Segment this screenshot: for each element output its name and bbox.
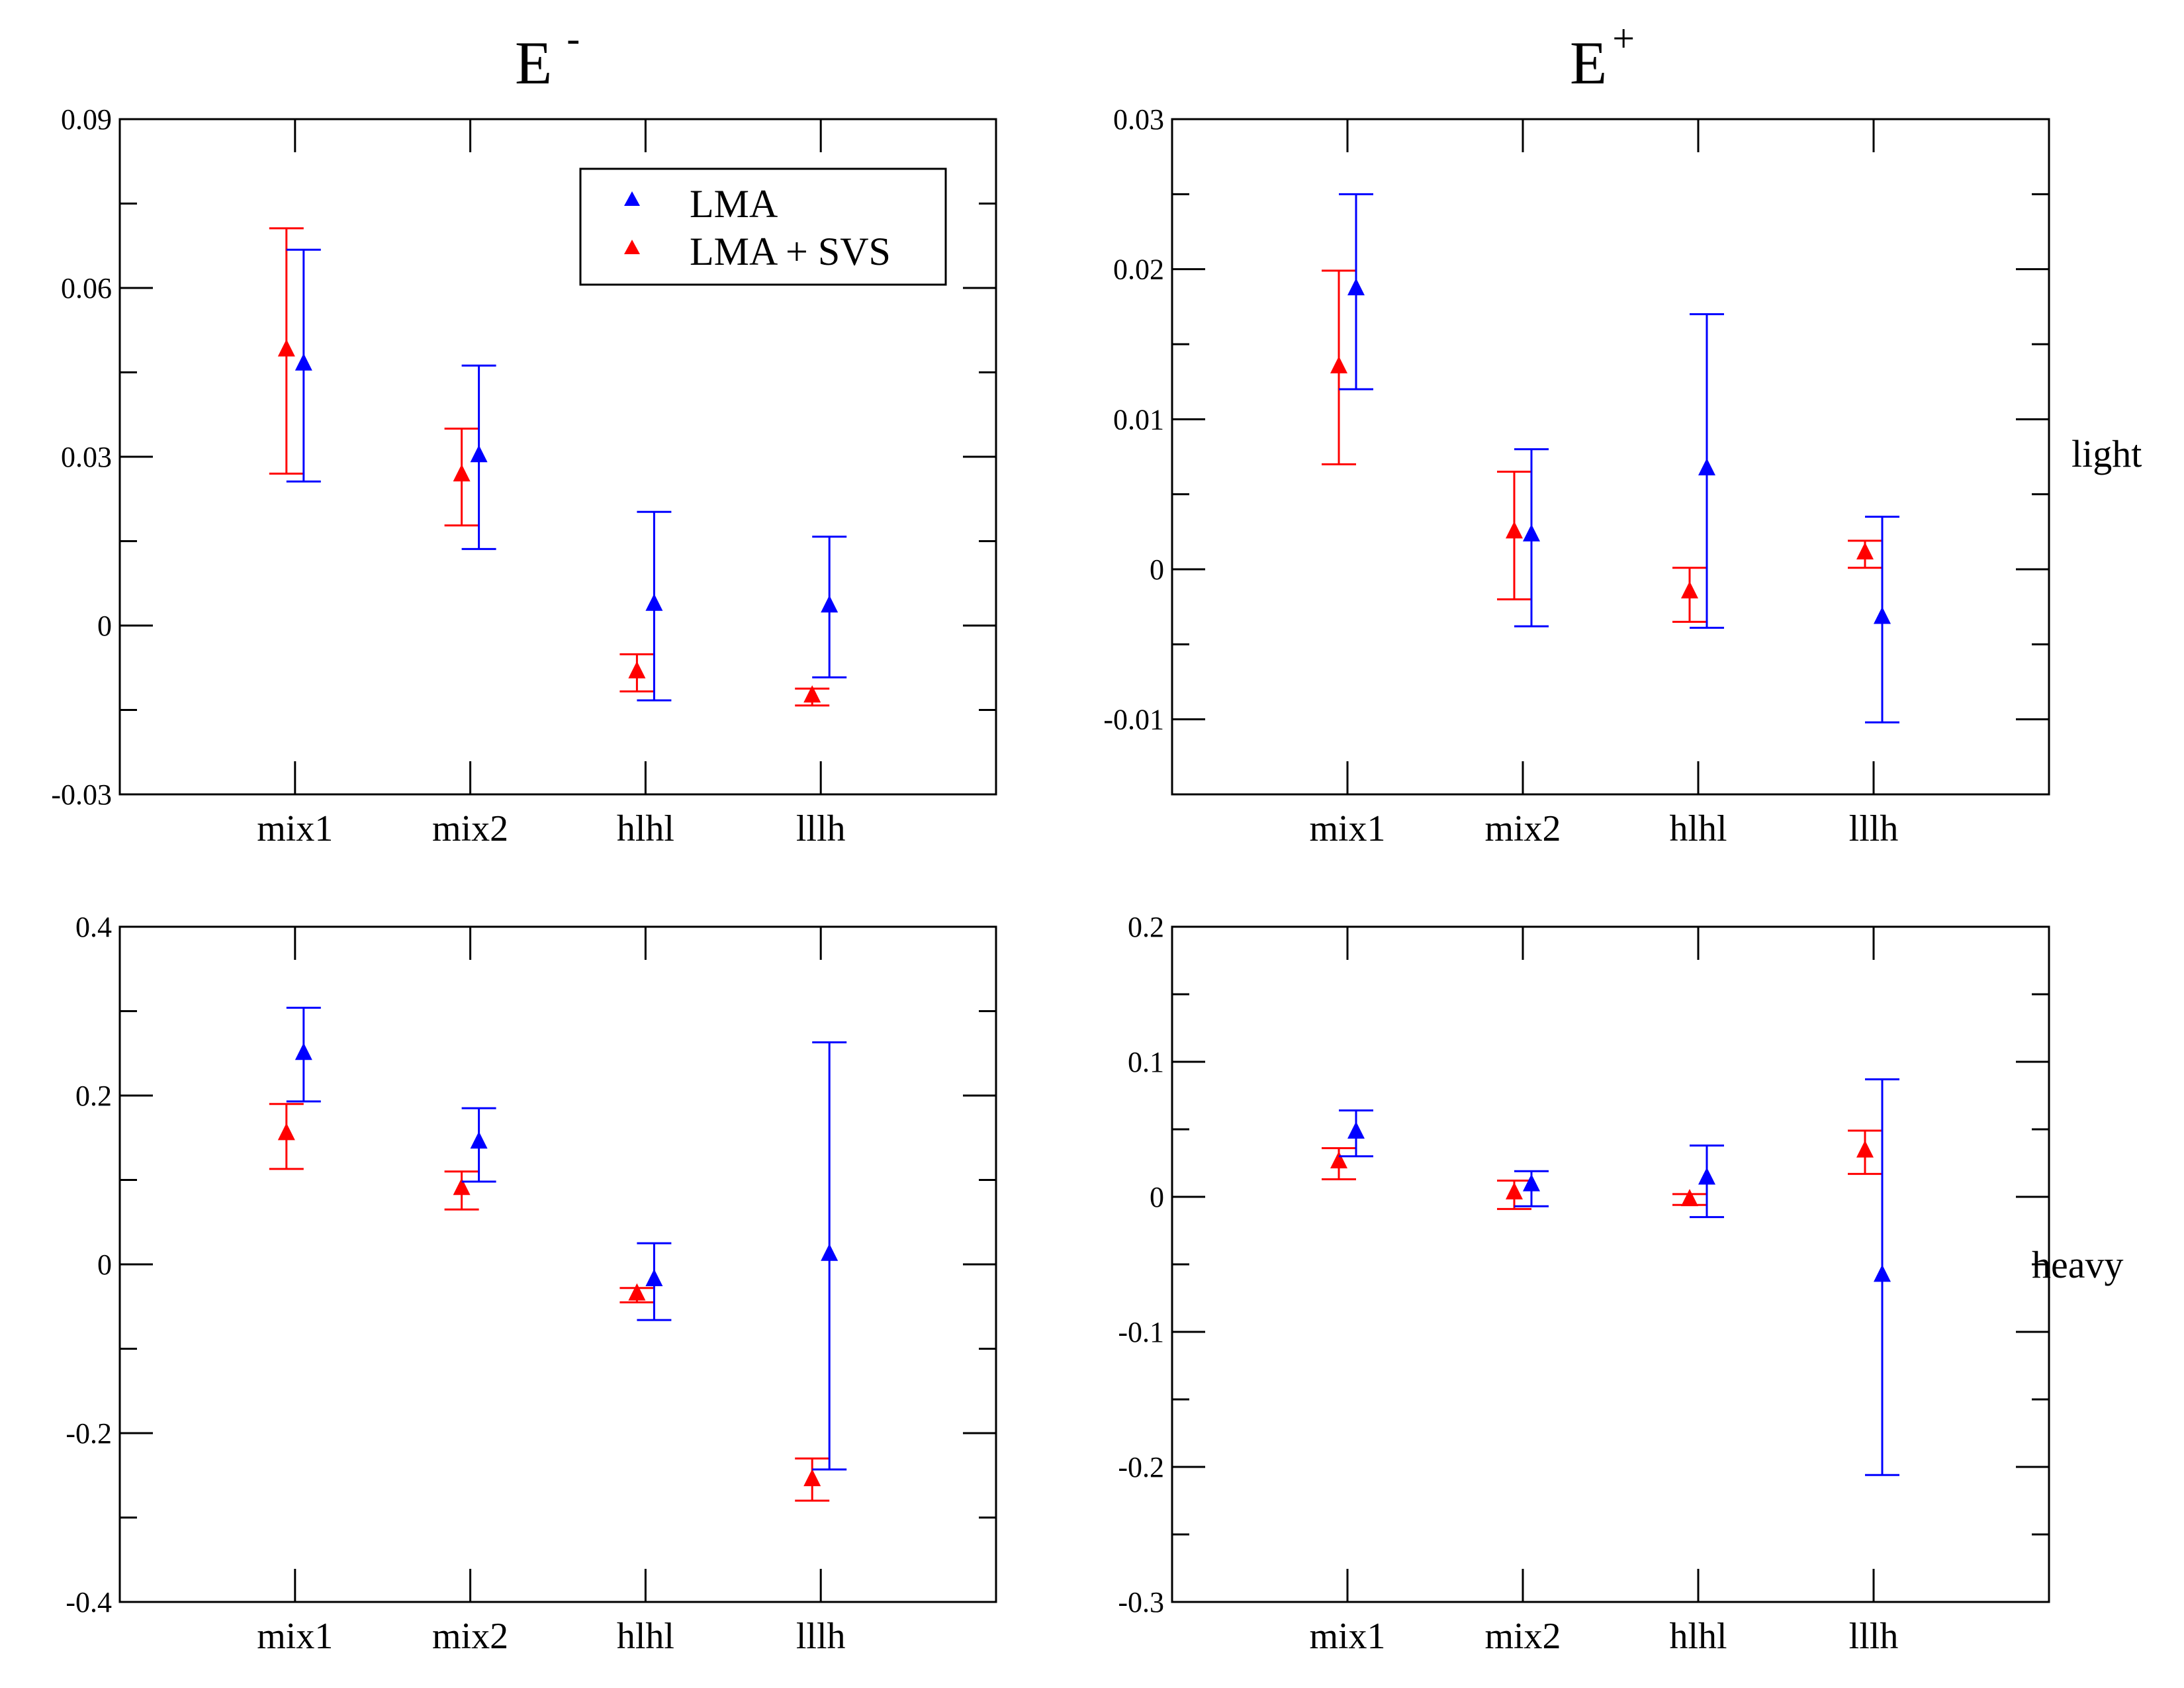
data-point-lma-svs-hlhl [1681,1189,1698,1207]
y-tick-label: 0.2 [1128,911,1164,943]
row-label-light: light [2071,432,2142,475]
legend-label-lma: LMA [690,182,778,226]
data-point-lma-svs-hlhl [1681,581,1698,598]
x-tick-label-mix1: mix1 [1309,1616,1385,1657]
data-point-lma-mix1 [1347,1121,1365,1139]
y-tick-label: -0.1 [1118,1316,1164,1348]
y-tick-label: -0.2 [1118,1451,1164,1483]
data-point-lma-mix2 [1523,524,1540,541]
data-point-lma-svs-lllh [1856,1140,1874,1158]
legend-box [579,167,947,286]
data-point-lma-svs-mix2 [453,1178,471,1196]
x-tick-label-lllh: lllh [1849,1616,1899,1657]
x-tick-label-hlhl: hlhl [1669,1616,1727,1657]
y-tick-label: -0.2 [66,1417,112,1450]
data-point-lma-mix1 [1347,278,1365,296]
y-tick-label: -0.03 [51,778,112,811]
panel-e-minus-light: -0.03 0 0.03 0.06 0.09 mix1 mix2 hlhl lllh [51,103,997,849]
x-tick-label-hlhl: hlhl [617,808,674,849]
data-point-lma-lllh [1874,606,1891,624]
data-point-lma-mix1 [295,1043,312,1060]
x-tick-label-hlhl: hlhl [617,1616,674,1657]
data-point-lma-mix2 [470,1131,488,1149]
data-point-lma-hlhl [645,1268,663,1286]
data-point-lma-hlhl [645,593,663,611]
panel-e-minus-heavy: -0.4 -0.2 0 0.2 0.4 mix1 mix2 hlhl lllh [66,911,997,1657]
data-point-lma-svs-mix1 [1330,1150,1347,1168]
data-point-lma-svs-mix2 [1506,1182,1523,1199]
y-tick-label: 0.03 [1113,103,1164,136]
data-point-lma-mix2 [470,445,488,463]
y-tick-label: 0 [1150,553,1164,586]
data-point-lma-svs-hlhl [628,661,646,679]
legend: LMA LMA + SVS [579,167,947,286]
x-tick-label-lllh: lllh [796,808,846,849]
y-tick-label: 0 [1150,1181,1164,1213]
plot-frame [1171,118,2050,796]
data-point-lma-svs-mix1 [277,339,295,357]
column-title-e-plus: E + [1570,17,1635,97]
plot-frame [1171,925,2050,1603]
x-tick-label-mix1: mix1 [257,808,333,849]
legend-marker-lma-svs [624,240,640,254]
y-tick-label: 0.06 [61,272,112,305]
data-point-lma-svs-lllh [803,685,821,703]
legend-marker-lma [624,191,640,206]
y-tick-label: -0.4 [66,1586,112,1618]
y-tick-label: 0 [97,1248,112,1281]
y-tick-label: 0 [97,610,112,642]
legend-label-lma-svs: LMA + SVS [690,230,891,273]
data-point-lma-lllh [1874,1264,1891,1282]
panel-e-plus-heavy: -0.3 -0.2 -0.1 0 0.1 0.2 mix1 mix2 hlhl lllh [1118,911,2050,1657]
x-tick-label-mix1: mix1 [257,1616,333,1657]
y-tick-label: -0.01 [1103,704,1164,736]
y-tick-label: 0.2 [75,1080,112,1112]
y-tick-label: 0.01 [1113,403,1164,436]
y-tick-label: 0.09 [61,103,112,136]
data-point-lma-mix2 [1523,1174,1540,1192]
data-point-lma-svs-lllh [803,1469,821,1487]
y-tick-label: -0.3 [1118,1586,1164,1618]
panel-e-plus-light: -0.01 0 0.01 0.02 0.03 mix1 mix2 hlhl lllh [1103,103,2050,849]
data-point-lma-svs-mix2 [1506,521,1523,539]
y-tick-label: 0.02 [1113,254,1164,286]
x-tick-label-hlhl: hlhl [1669,808,1727,849]
data-point-lma-lllh [821,595,839,613]
data-point-lma-svs-mix2 [453,464,471,482]
data-point-lma-hlhl [1698,1167,1715,1185]
x-tick-label-mix1: mix1 [1309,808,1385,849]
x-tick-label-lllh: lllh [796,1616,846,1657]
y-tick-label: 0.1 [1128,1046,1164,1078]
x-tick-label-mix2: mix2 [1484,808,1561,849]
data-point-lma-lllh [821,1243,839,1261]
data-point-lma-hlhl [1698,458,1715,476]
column-title-e-minus: E- [515,17,580,97]
x-tick-label-mix2: mix2 [432,808,508,849]
x-tick-label-mix2: mix2 [1484,1616,1561,1657]
data-point-lma-svs-hlhl [628,1283,646,1301]
x-tick-label-mix2: mix2 [432,1616,508,1657]
data-point-lma-svs-mix1 [1330,356,1347,373]
x-tick-label-lllh: lllh [1849,808,1899,849]
plot-frame [118,925,997,1603]
data-point-lma-mix1 [295,353,312,371]
y-tick-label: 0.03 [61,441,112,473]
data-point-lma-svs-mix1 [277,1123,295,1141]
data-point-lma-svs-lllh [1856,542,1874,560]
y-tick-label: 0.4 [75,911,112,943]
